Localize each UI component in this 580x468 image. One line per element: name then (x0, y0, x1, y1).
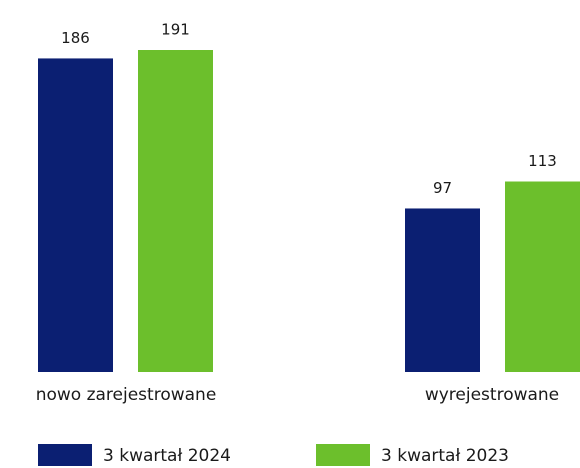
value-label: 186 (61, 29, 90, 47)
category-label: wyrejestrowane (425, 385, 559, 405)
bar (505, 181, 580, 372)
legend-swatch (38, 444, 92, 466)
value-label: 113 (528, 152, 557, 170)
legend-label: 3 kwartał 2023 (381, 446, 509, 466)
bar (405, 208, 480, 372)
value-label: 97 (433, 179, 452, 197)
legend-swatch (316, 444, 370, 466)
bar (38, 58, 113, 372)
legend-label: 3 kwartał 2024 (103, 446, 231, 466)
bar (138, 50, 213, 372)
category-label: nowo zarejestrowane (36, 385, 217, 405)
value-label: 191 (161, 21, 190, 39)
